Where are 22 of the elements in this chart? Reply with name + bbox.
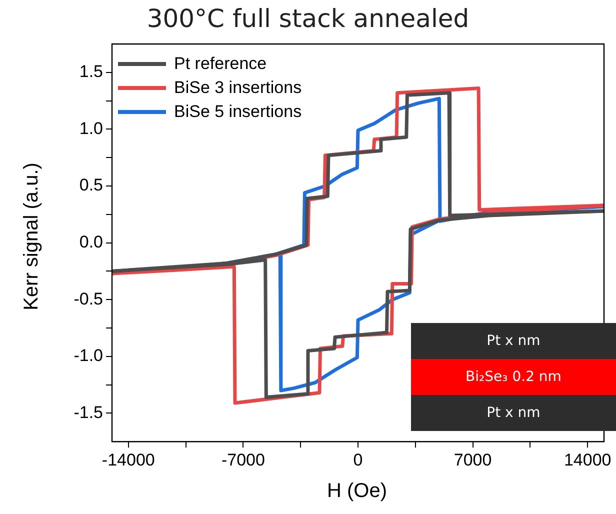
x-axis-title: H (Oe) bbox=[326, 480, 388, 503]
annotation: Pt x nm bbox=[411, 395, 616, 431]
y-tick-label: -1.0 bbox=[74, 346, 103, 366]
y-axis-title: Kerr signal (a.u.) bbox=[20, 162, 44, 312]
y-tick-label: 1.5 bbox=[79, 62, 103, 82]
legend-label: Pt reference bbox=[174, 53, 267, 75]
y-tick-label: -1.5 bbox=[74, 402, 103, 422]
y-tick-label: -0.5 bbox=[74, 289, 103, 308]
y-tick-label: 0.5 bbox=[79, 176, 103, 195]
x-tick-label: 0 bbox=[353, 450, 363, 470]
legend-label: BiSe 3 insertions bbox=[174, 77, 302, 99]
x-tick-label: -14000 bbox=[102, 450, 155, 470]
chart-title: 300°C full stack annealed bbox=[146, 4, 470, 33]
layer-stack: Pt x nm Bi₂Se₃ 0.2 nm Pt x nm bbox=[411, 323, 616, 431]
y-tick-label: 0.0 bbox=[79, 232, 103, 252]
annotation: Pt x nm bbox=[411, 323, 616, 359]
annotation: Bi₂Se₃ 0.2 nm bbox=[411, 359, 616, 395]
legend-label: BiSe 5 insertions bbox=[174, 101, 302, 123]
x-tick-label: 7000 bbox=[454, 450, 492, 470]
y-tick-label: 1.0 bbox=[79, 118, 103, 138]
x-tick-label: 14000 bbox=[564, 450, 612, 470]
x-tick-label: -7000 bbox=[221, 450, 265, 470]
